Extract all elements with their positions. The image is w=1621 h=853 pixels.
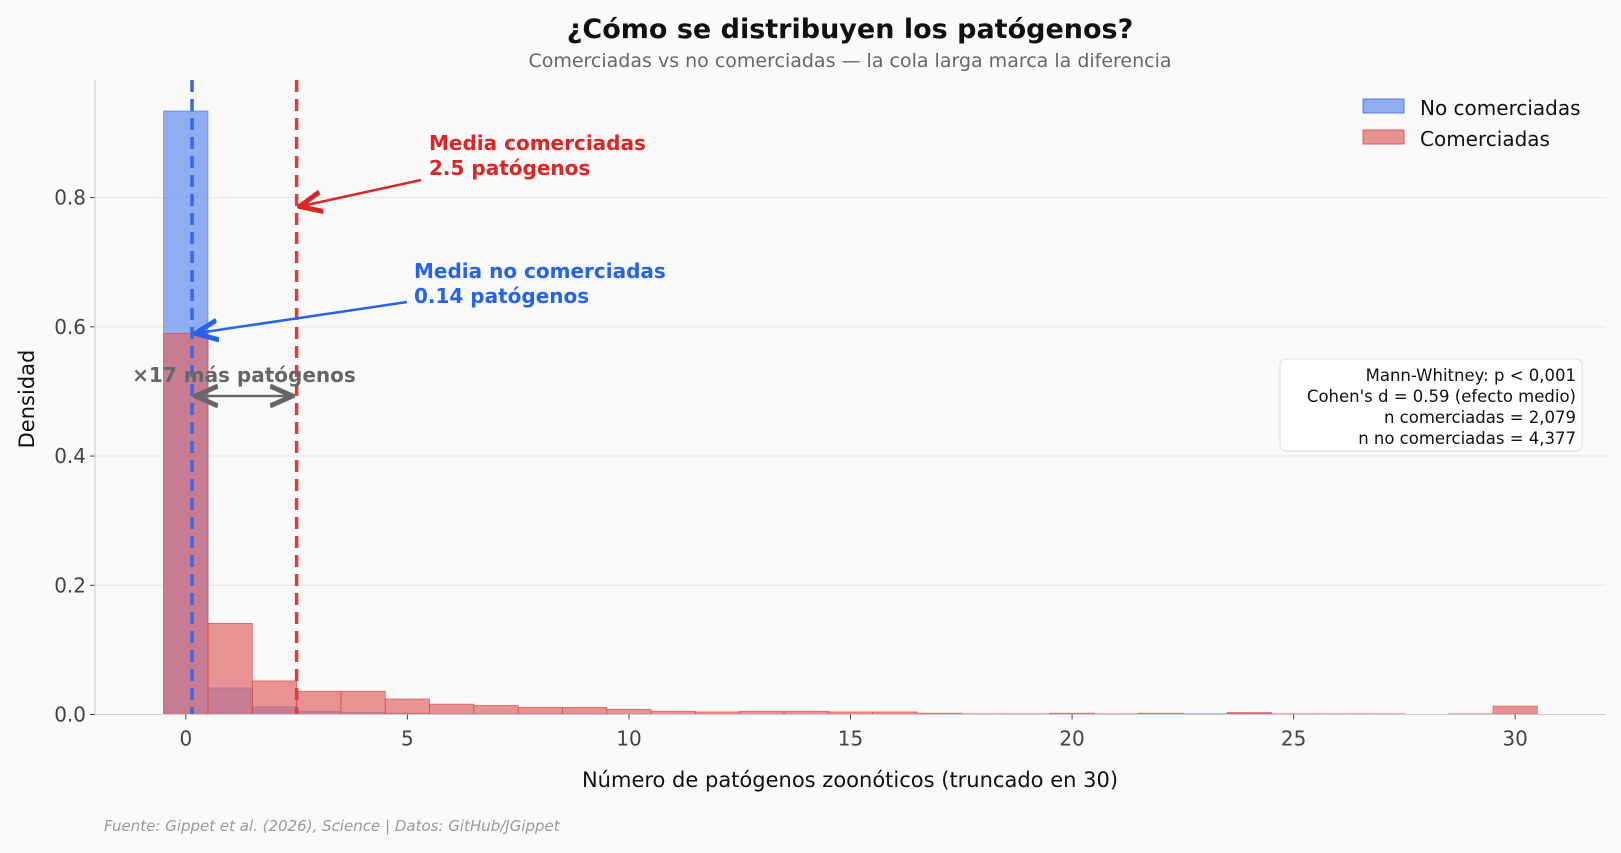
- bar-comerciadas: [607, 709, 651, 714]
- stats-line: n comerciadas = 2,079: [1384, 408, 1576, 427]
- x-tick-label: 15: [838, 727, 863, 751]
- annotation-mean-commercial-line2: 2.5 patógenos: [429, 156, 590, 180]
- annotation-mean-noncommercial-line2: 0.14 patógenos: [414, 284, 589, 308]
- legend-label-no-comerciadas: No comerciadas: [1420, 96, 1581, 120]
- bar-comerciadas: [1493, 706, 1537, 714]
- bar-comerciadas: [430, 704, 474, 714]
- arrow-mean-noncommercial: [198, 302, 407, 333]
- y-axis-label: Densidad: [15, 350, 39, 449]
- y-tick-label: 0.2: [54, 573, 86, 597]
- x-tick-label: 20: [1059, 727, 1084, 751]
- bar-comerciadas: [474, 705, 518, 714]
- bar-comerciadas: [385, 699, 429, 715]
- bar-comerciadas: [208, 623, 252, 714]
- legend-swatch-comerciadas: [1363, 130, 1404, 144]
- chart-title: ¿Cómo se distribuyen los patógenos?: [567, 14, 1134, 45]
- stats-line: Cohen's d = 0.59 (efecto medio): [1307, 387, 1576, 406]
- legend: No comerciadas Comerciadas: [1363, 96, 1581, 151]
- bar-comerciadas: [297, 691, 341, 714]
- bar-comerciadas: [164, 333, 208, 714]
- legend-label-comerciadas: Comerciadas: [1420, 127, 1550, 151]
- annotation-mean-noncommercial: Media no comerciadas 0.14 patógenos: [198, 259, 666, 333]
- x-tick-label: 10: [616, 727, 641, 751]
- chart-subtitle: Comerciadas vs no comerciadas — la cola …: [528, 50, 1171, 72]
- annotation-mean-commercial: Media comerciadas 2.5 patógenos: [302, 131, 646, 206]
- annotation-mean-noncommercial-line1: Media no comerciadas: [414, 259, 666, 283]
- stats-box: Mann-Whitney: p < 0,001 Cohen's d = 0.59…: [1280, 359, 1582, 451]
- bar-comerciadas: [341, 691, 385, 714]
- annotation-mean-commercial-line1: Media comerciadas: [429, 131, 646, 155]
- annotation-ratio-text: ×17 más patógenos: [132, 363, 356, 387]
- bar-comerciadas: [252, 681, 296, 715]
- x-tick-label: 25: [1281, 727, 1306, 751]
- legend-swatch-no-comerciadas: [1363, 99, 1404, 113]
- y-tick-label: 0.0: [54, 703, 86, 727]
- stats-line: n no comerciadas = 4,377: [1358, 429, 1576, 448]
- bar-comerciadas: [562, 707, 606, 714]
- stats-line: Mann-Whitney: p < 0,001: [1366, 366, 1576, 385]
- bar-comerciadas: [518, 707, 562, 714]
- y-tick-label: 0.4: [54, 444, 86, 468]
- footer-source: Fuente: Gippet et al. (2026), Science | …: [104, 817, 561, 835]
- x-axis-label: Número de patógenos zoonóticos (truncado…: [582, 768, 1118, 792]
- x-tick-label: 5: [401, 727, 414, 751]
- y-tick-label: 0.8: [54, 186, 86, 210]
- y-tick-label: 0.6: [54, 315, 86, 339]
- arrow-mean-commercial: [302, 180, 421, 206]
- x-tick-label: 30: [1502, 727, 1527, 751]
- x-tick-label: 0: [179, 727, 192, 751]
